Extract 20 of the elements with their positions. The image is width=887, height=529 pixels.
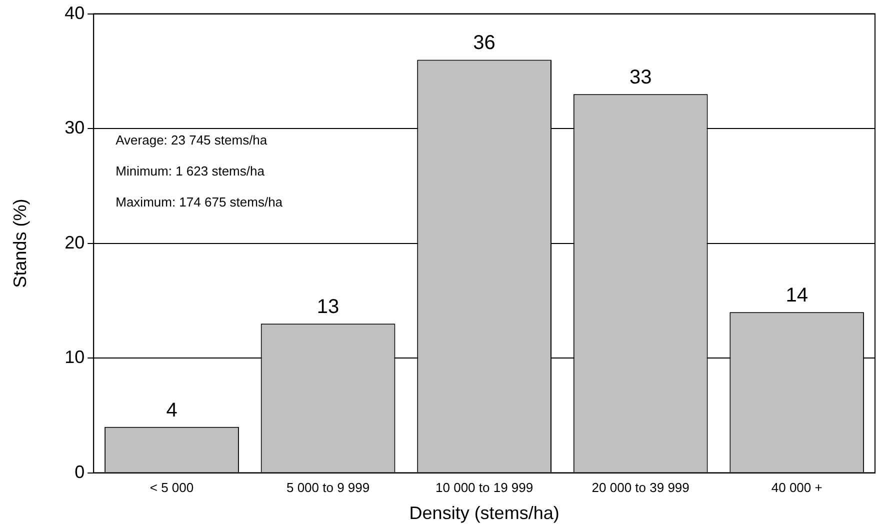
annotation: Average: 23 745 stems/ha: [116, 132, 268, 148]
x-tick-label: 5 000 to 9 999: [286, 480, 370, 496]
y-tick-label: 0: [74, 462, 85, 482]
x-tick-label: 40 000 +: [771, 480, 822, 496]
data-label: 13: [316, 296, 340, 318]
x-tick-label: 20 000 to 39 999: [592, 480, 690, 496]
data-label: 14: [786, 284, 808, 307]
data-label: 4: [166, 399, 178, 422]
y-tick-label: 20: [64, 232, 85, 252]
x-tick-label: < 5 000: [150, 480, 194, 496]
annotation: Maximum: 174 675 stems/ha: [116, 194, 284, 210]
annotation: Minimum: 1 623 stems/ha: [116, 163, 266, 178]
y-tick-label: 30: [64, 118, 85, 138]
data-label: 36: [473, 32, 496, 54]
x-axis-title: Density (stems/ha): [409, 503, 560, 524]
x-tick-label: 10 000 to 19 999: [436, 480, 534, 496]
data-label: 33: [629, 66, 652, 89]
y-tick-label: 40: [64, 2, 85, 23]
y-axis-title: Stands (%): [10, 198, 30, 288]
y-tick-label: 10: [64, 347, 85, 368]
